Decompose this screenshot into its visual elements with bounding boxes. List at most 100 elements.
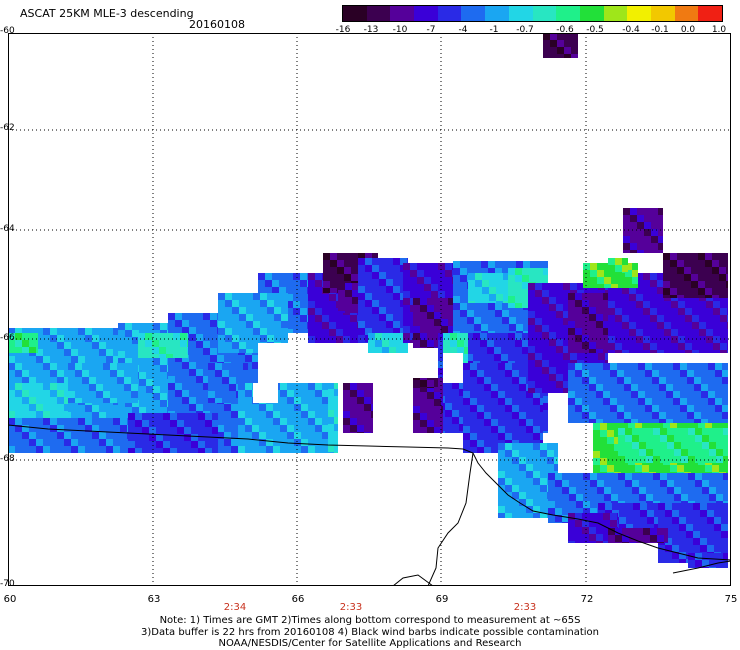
- data-cell: [120, 446, 127, 453]
- data-cell: [22, 418, 29, 425]
- data-cell: [96, 398, 103, 403]
- data-cell: [600, 458, 607, 465]
- data-cell: [413, 298, 420, 305]
- data-cell: [132, 400, 139, 407]
- data-cell: [694, 377, 701, 384]
- data-cell: [540, 426, 543, 433]
- data-cell: [128, 427, 135, 434]
- data-cell: [287, 390, 294, 397]
- data-cell: [617, 520, 618, 527]
- data-cell: [463, 412, 470, 419]
- data-cell: [698, 465, 705, 472]
- pass-time-label: 2:33: [513, 602, 537, 613]
- data-cell: [252, 446, 259, 453]
- data-cell: [636, 273, 643, 280]
- data-cell: [726, 267, 728, 274]
- data-cell: [677, 465, 684, 472]
- data-cell: [294, 439, 301, 446]
- data-cell: [417, 291, 424, 298]
- data-cell: [596, 412, 603, 419]
- data-cell: [267, 293, 274, 300]
- data-cell: [693, 510, 700, 517]
- data-cell: [420, 380, 427, 387]
- data-cell: [608, 308, 615, 315]
- data-cell: [222, 384, 229, 391]
- data-cell: [85, 405, 92, 412]
- data-cell: [484, 363, 491, 370]
- data-cell: [535, 367, 542, 374]
- data-cell: [208, 384, 215, 391]
- data-cell: [29, 333, 36, 340]
- data-cell: [393, 300, 400, 307]
- data-cell: [131, 377, 138, 384]
- data-cell: [631, 398, 638, 405]
- data-cell: [22, 347, 29, 353]
- colorbar-swatch: [627, 6, 651, 21]
- data-cell: [707, 531, 714, 538]
- data-cell: [618, 270, 625, 277]
- data-cell: [75, 377, 82, 384]
- data-cell: [543, 33, 550, 40]
- data-cell: [670, 267, 677, 274]
- data-cell: [666, 398, 673, 405]
- data-cell: [487, 347, 494, 354]
- data-cell: [286, 329, 293, 333]
- data-cell: [168, 397, 175, 404]
- data-cell: [555, 515, 562, 522]
- data-cell: [8, 347, 15, 353]
- data-cell: [274, 328, 281, 335]
- data-cell: [681, 442, 688, 449]
- data-cell: [698, 295, 705, 298]
- data-cell: [323, 288, 330, 293]
- data-cell: [721, 538, 728, 545]
- data-cell: [519, 492, 526, 499]
- data-cell: [563, 339, 570, 346]
- data-cell: [677, 281, 684, 288]
- data-cell: [607, 465, 614, 472]
- data-cell: [630, 236, 637, 243]
- data-cell: [15, 411, 22, 418]
- data-cell: [424, 270, 431, 277]
- data-cell: [562, 487, 569, 494]
- data-cell: [597, 263, 604, 270]
- data-cell: [487, 333, 494, 340]
- data-cell: [336, 322, 343, 329]
- data-cell: [159, 347, 166, 354]
- data-cell: [403, 326, 410, 333]
- data-cell: [598, 503, 605, 510]
- data-cell: [218, 314, 225, 321]
- data-cell: [576, 494, 583, 501]
- data-cell: [715, 384, 722, 391]
- data-cell: [113, 405, 120, 412]
- data-cell: [64, 377, 71, 384]
- data-cell: [723, 494, 728, 501]
- data-cell: [474, 324, 481, 331]
- data-cell: [173, 347, 180, 354]
- data-cell: [709, 473, 716, 480]
- data-cell: [646, 480, 653, 487]
- data-cell: [445, 424, 452, 431]
- data-cell: [726, 274, 728, 281]
- data-cell: [427, 399, 434, 406]
- data-cell: [643, 528, 650, 535]
- data-cell: [434, 298, 441, 305]
- data-cell: [549, 290, 556, 297]
- data-cell: [152, 354, 159, 358]
- data-cell: [498, 499, 505, 506]
- data-cell: [533, 450, 540, 457]
- data-cell: [217, 446, 224, 453]
- data-cell: [608, 535, 615, 542]
- data-cell: [159, 333, 166, 340]
- data-cell: [139, 372, 146, 379]
- data-cell: [686, 517, 693, 524]
- data-cell: [589, 349, 596, 353]
- data-cell: [670, 260, 677, 267]
- data-cell: [344, 274, 351, 281]
- data-cell: [125, 344, 132, 351]
- data-cell: [453, 289, 460, 296]
- data-cell: [453, 317, 460, 324]
- data-cell: [203, 341, 210, 348]
- data-cell: [113, 439, 120, 446]
- data-cell: [554, 450, 558, 457]
- data-cell: [475, 301, 482, 303]
